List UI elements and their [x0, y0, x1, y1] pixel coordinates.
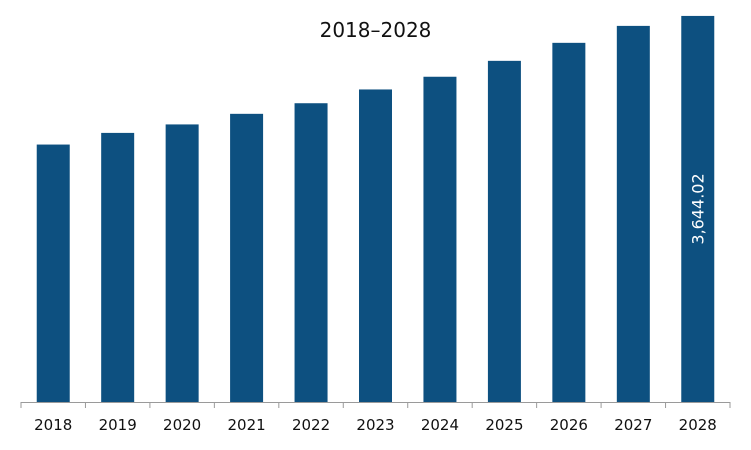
bar-2021: [230, 113, 264, 402]
x-tick-label-2028: 2028: [679, 416, 717, 434]
x-tick-label-2020: 2020: [163, 416, 201, 434]
x-axis: [20, 402, 731, 408]
bar-2028: [681, 15, 715, 403]
x-tick-label-2024: 2024: [421, 416, 459, 434]
x-tick-label-2027: 2027: [614, 416, 652, 434]
bar-2027: [616, 25, 650, 402]
bar-2022: [294, 103, 328, 402]
bar-2023: [359, 89, 392, 403]
data-label-2028: 3,644.02: [688, 173, 707, 244]
x-tick-label-2023: 2023: [356, 416, 394, 434]
x-tick-label-2018: 2018: [34, 416, 72, 434]
chart-title: 2018–2028: [319, 18, 432, 42]
x-tick-label-2026: 2026: [550, 416, 588, 434]
bar-2020: [165, 124, 199, 403]
labels-group: 2018 2019 2020 2021 2022 2023 2024 2025 2026 2027…: [34, 173, 717, 434]
bar-2026: [552, 42, 586, 403]
bar-2025: [487, 60, 521, 402]
x-tick-label-2019: 2019: [99, 416, 137, 434]
x-tick-label-2025: 2025: [485, 416, 523, 434]
bar-2018: [36, 144, 70, 403]
x-tick-label-2022: 2022: [292, 416, 330, 434]
bars-group: [36, 15, 715, 403]
bar-2024: [423, 76, 457, 402]
bar-2019: [101, 132, 135, 402]
x-tick-label-2021: 2021: [227, 416, 265, 434]
